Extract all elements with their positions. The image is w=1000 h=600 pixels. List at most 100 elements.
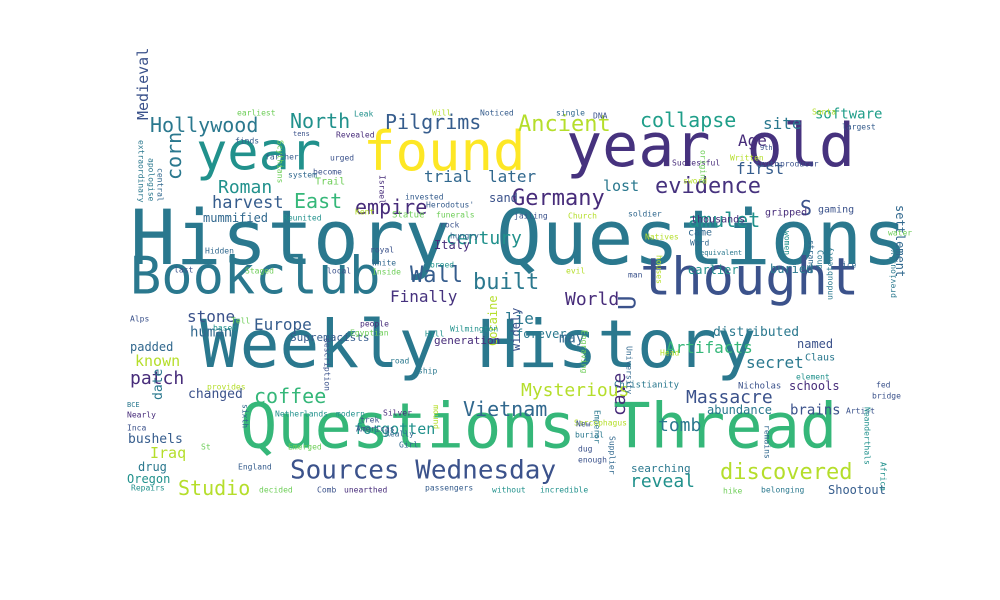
word-evidence: evidence [655, 174, 761, 199]
word-date: date [151, 369, 166, 400]
word-without: without [492, 486, 526, 495]
word-mummified: mummified [203, 211, 268, 225]
word-brains: brains [790, 403, 841, 419]
word-remains: remains [762, 425, 771, 459]
word-east: East [294, 189, 342, 213]
word-modern: modern [336, 410, 365, 419]
word-egyptian: Egyptian [350, 329, 389, 338]
word-sand: sand [489, 191, 518, 205]
word-empire: empire [355, 195, 427, 219]
word-evil: evil [566, 267, 585, 276]
word-ship: ship [418, 367, 437, 376]
word-natives: Natives [645, 233, 679, 242]
word-women: women [782, 231, 791, 255]
word-nearly: Nearly [127, 411, 156, 420]
word-decided: decided [259, 486, 293, 495]
word-later: later [488, 167, 537, 186]
word-studio: Studio [178, 476, 250, 500]
word-harvest: harvest [212, 193, 284, 213]
word-houses: houses [654, 255, 663, 284]
word-artifacts: Artifacts [666, 338, 753, 357]
word-emerged: Emerged [288, 443, 322, 452]
word-truth: truth [755, 160, 779, 169]
word-man: man [628, 271, 643, 280]
word-will: Will [432, 109, 451, 118]
word-hungry: hungry [450, 232, 479, 241]
word-built: built [473, 270, 539, 295]
word-noticed: Noticed [480, 109, 514, 118]
word-emperor: Emperor [592, 410, 601, 444]
word-statue: Statue [392, 211, 425, 221]
word-system: system [288, 171, 317, 180]
word-software: software [815, 107, 882, 123]
word-sixth: sixth [240, 404, 249, 428]
word-named: named [797, 337, 833, 351]
word-pilgrims: Pilgrims [385, 110, 481, 134]
word-dna: DNA [593, 112, 608, 121]
word-sword: sword [683, 177, 707, 186]
word-history-questions: History Questions [130, 193, 908, 282]
word-hike: hike [723, 487, 742, 496]
word-amulet: amulet [688, 208, 760, 232]
word-sarcophagus: Sarcophagus [574, 419, 627, 428]
word-year: year [196, 123, 321, 183]
word-description: description [322, 338, 331, 391]
word-searching: searching [631, 462, 691, 475]
word-local: local [327, 267, 351, 276]
word-found: found [363, 120, 526, 183]
word-forgotten: forgotten [354, 420, 435, 438]
word-changed: changed [188, 387, 243, 402]
word-nicholas: Nicholas [738, 382, 781, 392]
word-engraving: Engraving [579, 330, 588, 374]
word-funerals: funerals [436, 211, 475, 220]
word-girl: Girl [399, 441, 418, 450]
word-trial: trial [424, 167, 472, 186]
word-enough: enough [578, 456, 607, 465]
word-previously: previously [889, 250, 898, 298]
word-supremacists: Supremacists [290, 331, 369, 344]
word-inca: Inca [127, 424, 146, 433]
word-herodotus: Herodotus' [426, 201, 474, 210]
word-medieval: Medieval [134, 48, 152, 120]
word-dug: dug [578, 445, 593, 454]
word-netherlands: Netherlands [275, 410, 328, 419]
word-gripped: gripped [765, 207, 807, 218]
word-bridge: bridge [872, 392, 901, 401]
word-lost: lost [603, 177, 639, 195]
word-tomb: tomb [658, 415, 701, 436]
word-based: based [213, 324, 237, 333]
word-word: Word [690, 239, 709, 248]
word-equivalent: equivalent [700, 249, 742, 257]
word-padded: padded [130, 340, 173, 354]
word-world: World [565, 289, 619, 310]
word-schools: schools [789, 379, 840, 393]
word-ice: ice [842, 261, 857, 270]
word-producer: producer [780, 160, 819, 169]
word-inside: Inside [372, 268, 401, 277]
word-tens: tens [293, 130, 310, 138]
word-leak: Leak [354, 110, 373, 119]
word-discovered: discovered [720, 460, 852, 485]
word-site: site [763, 114, 802, 133]
word-royal: royal [370, 246, 394, 255]
word-stone: stone [187, 307, 235, 326]
word-questions-thread: Questions Thread [240, 389, 837, 462]
word-mound: mound [431, 405, 440, 429]
word-generation: generation [434, 334, 500, 347]
word-shootout: Shootout [828, 483, 886, 497]
word-year-old: year old [566, 111, 855, 181]
word-trail: Trail [315, 176, 345, 187]
word-distributed: distributed [713, 325, 799, 340]
word-vietnam: Vietnam [463, 397, 547, 421]
word-patch: patch [130, 368, 184, 389]
word-wall: Wall [410, 263, 463, 288]
word-massacre: Massacre [686, 387, 773, 408]
word-bushels: bushels [128, 432, 183, 447]
word-successful: Successful [672, 159, 720, 168]
word-white: White [372, 259, 396, 268]
word-oregon: Oregon [127, 472, 170, 486]
word-europe: Europe [254, 315, 312, 334]
word-came: came [688, 227, 712, 238]
word-forever: forever [516, 327, 567, 341]
word-written: Written [730, 154, 764, 163]
